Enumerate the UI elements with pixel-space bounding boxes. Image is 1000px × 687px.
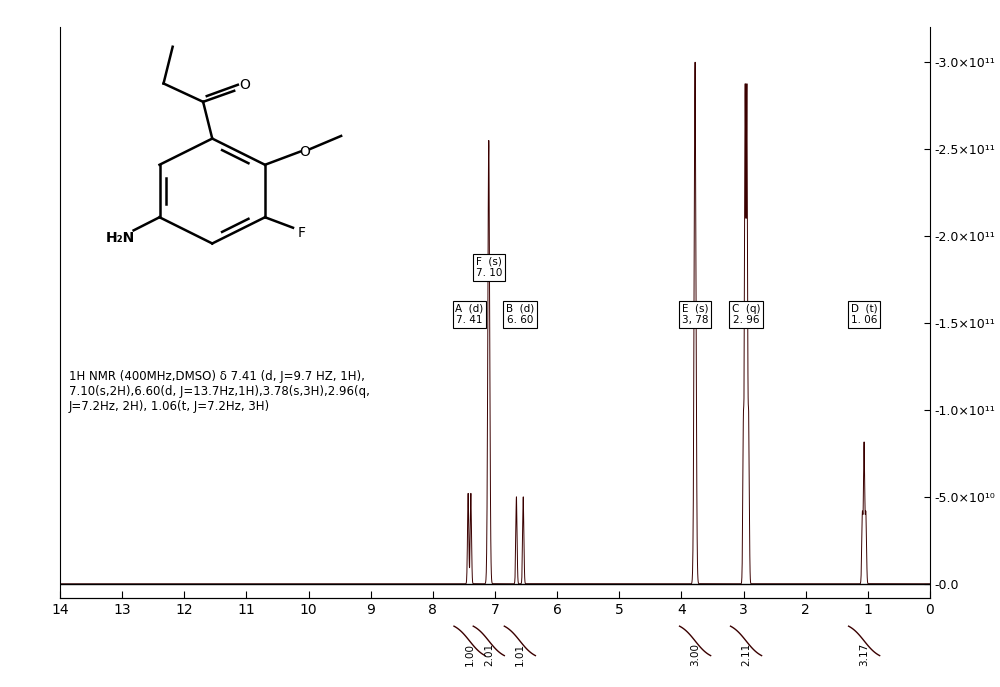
- Text: 1.01: 1.01: [515, 642, 525, 666]
- Text: 3.00: 3.00: [690, 642, 700, 666]
- Text: B  (d)
6. 60: B (d) 6. 60: [506, 304, 534, 325]
- Text: 2.01: 2.01: [484, 642, 494, 666]
- Text: F  (s)
7. 10: F (s) 7. 10: [476, 256, 502, 278]
- Text: 1H NMR (400MHz,DMSO) δ 7.41 (d, J=9.7 HZ, 1H),
7.10(s,2H),6.60(d, J=13.7Hz,1H),3: 1H NMR (400MHz,DMSO) δ 7.41 (d, J=9.7 HZ…: [69, 370, 370, 413]
- Text: 3.17: 3.17: [859, 642, 869, 666]
- Text: 1.00: 1.00: [465, 642, 475, 666]
- Text: C  (q)
2. 96: C (q) 2. 96: [732, 304, 760, 325]
- Text: 2.11: 2.11: [741, 642, 751, 666]
- Text: E  (s)
3, 78: E (s) 3, 78: [682, 304, 708, 325]
- Text: A  (d)
7. 41: A (d) 7. 41: [455, 304, 484, 325]
- Text: D  (t)
1. 06: D (t) 1. 06: [851, 304, 877, 325]
